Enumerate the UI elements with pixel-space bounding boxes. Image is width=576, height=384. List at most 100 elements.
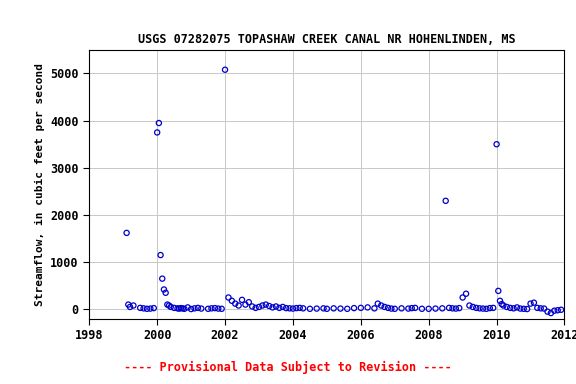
Point [512, 305, 521, 311]
Point [448, 305, 457, 311]
Point [343, 306, 352, 312]
Point [485, 305, 494, 311]
Point [237, 297, 247, 303]
Point [149, 305, 158, 311]
Point [173, 305, 182, 311]
Point [424, 306, 433, 312]
Point [268, 305, 277, 311]
Point [261, 301, 270, 308]
Point [142, 306, 151, 312]
Point [178, 305, 187, 311]
Point [319, 305, 328, 311]
Point [161, 290, 170, 296]
Point [305, 306, 314, 312]
Point [488, 305, 498, 311]
Point [221, 67, 230, 73]
Point [482, 306, 491, 312]
Point [214, 306, 223, 312]
Point [516, 306, 525, 312]
Point [258, 303, 267, 309]
Point [278, 304, 287, 310]
Point [506, 305, 515, 311]
Point [139, 305, 148, 311]
Point [156, 252, 165, 258]
Point [329, 305, 338, 311]
Point [163, 301, 172, 308]
Point [275, 305, 284, 311]
Point [553, 307, 562, 313]
Point [285, 305, 294, 311]
Point [363, 305, 372, 311]
Point [154, 120, 164, 126]
Point [404, 306, 413, 312]
Point [264, 303, 274, 309]
Point [494, 288, 503, 294]
Point [454, 305, 464, 311]
Point [230, 301, 240, 307]
Point [224, 295, 233, 301]
Point [522, 306, 532, 312]
Point [499, 303, 508, 309]
Point [187, 306, 196, 312]
Point [536, 305, 545, 311]
Point [502, 304, 511, 310]
Point [251, 305, 260, 311]
Point [255, 304, 264, 310]
Point [289, 306, 298, 312]
Point [380, 304, 389, 310]
Point [397, 305, 406, 311]
Point [497, 301, 506, 307]
Point [183, 305, 192, 311]
Point [472, 305, 481, 311]
Point [129, 303, 138, 309]
Point [194, 305, 203, 311]
Point [350, 305, 359, 311]
Point [336, 306, 345, 312]
Point [556, 307, 566, 313]
Point [384, 305, 393, 311]
Point [244, 299, 253, 305]
Point [271, 303, 281, 310]
Point [411, 305, 420, 311]
Point [495, 298, 505, 304]
Point [519, 306, 528, 312]
Point [291, 305, 301, 311]
Point [461, 291, 471, 297]
Point [126, 304, 135, 310]
Point [298, 305, 308, 311]
Point [370, 305, 379, 311]
Point [282, 305, 291, 311]
Point [312, 306, 321, 312]
Point [217, 306, 226, 312]
Point [248, 303, 257, 310]
Point [458, 295, 467, 301]
Point [210, 305, 219, 311]
Point [431, 306, 440, 312]
Point [146, 306, 155, 312]
Point [158, 276, 167, 282]
Point [295, 305, 304, 311]
Point [122, 230, 131, 236]
Point [322, 306, 331, 312]
Point [175, 306, 184, 312]
Point [386, 306, 396, 312]
Point [533, 305, 542, 311]
Point [169, 305, 179, 311]
Point [390, 306, 399, 312]
Point [475, 305, 484, 311]
Point [540, 306, 549, 312]
Point [529, 300, 539, 306]
Point [227, 298, 236, 304]
Point [373, 301, 382, 307]
Point [153, 129, 162, 136]
Point [445, 305, 454, 311]
Point [180, 306, 189, 312]
Point [546, 310, 555, 316]
Point [166, 304, 175, 310]
Point [207, 305, 216, 311]
Point [465, 303, 474, 309]
Point [417, 306, 426, 312]
Point [203, 306, 213, 312]
Point [550, 308, 559, 314]
Point [234, 303, 243, 309]
